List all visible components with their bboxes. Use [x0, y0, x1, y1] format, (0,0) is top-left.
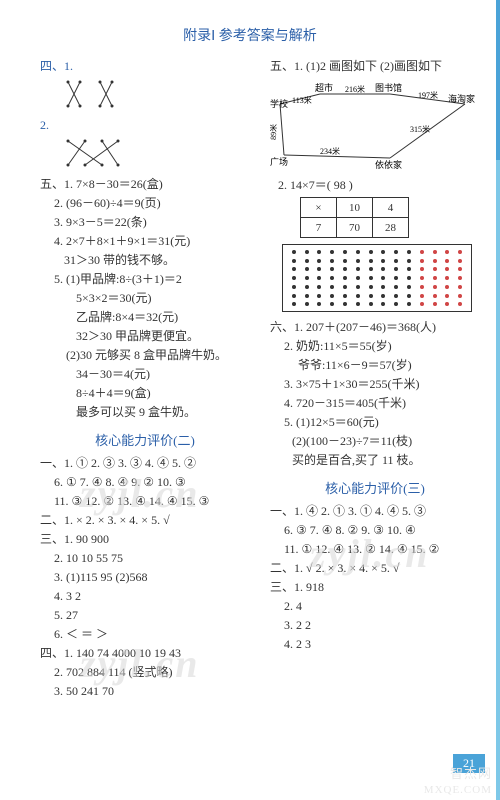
svg-text:113米: 113米 [292, 95, 312, 105]
svg-text:学校: 学校 [270, 98, 288, 109]
x-sketch-2 [60, 135, 130, 171]
mt-7: 7 [301, 218, 337, 238]
e3-3-1: 三、1. 918 [270, 578, 480, 597]
s4-2: 2. [40, 116, 250, 135]
e2-3-1: 三、1. 90 900 [40, 530, 250, 549]
e2-4-1: 四、1. 140 74 4000 10 19 43 [40, 644, 250, 663]
s6-5a: 5. (1)12×5＝60(元) [270, 413, 480, 432]
e2-1-3: 11. ③ 12. ② 13. ④ 14. ④ 15. ③ [40, 492, 250, 511]
e2-3-4: 4. 3 2 [40, 587, 250, 606]
content-columns: 四、1. 2. 五、1. 7×8－30＝26(盒) 2. (96－60)÷4＝9… [0, 57, 500, 701]
svg-text:234米: 234米 [320, 146, 340, 156]
svg-text:依依家: 依依家 [375, 159, 402, 170]
svg-text:315米: 315米 [410, 124, 430, 134]
s4-2-label: 2. [40, 118, 49, 132]
page-header: 附录Ⅰ 参考答案与解析 [0, 0, 500, 57]
e2-3-5: 5. 27 [40, 606, 250, 625]
e2-4-3: 3. 50 241 70 [40, 682, 250, 701]
x-sketch-1 [60, 76, 130, 112]
mult-table: ×104 77028 [300, 197, 409, 238]
e2-3-6: 6. ＜ ＝ ＞ [40, 625, 250, 644]
svg-text:广场: 广场 [270, 156, 288, 167]
s6-5c: 买的是百合,买了 11 枝。 [270, 451, 480, 470]
right-column: 五、1. (1)2 画图如下 (2)画图如下 学校 超市 图书馆 海淘家 广场 … [260, 57, 480, 701]
s5-4: 4. 2×7＋8×1＋9×1＝31(元) [40, 232, 250, 251]
e3-3-2: 2. 4 [270, 597, 480, 616]
svg-text:216米: 216米 [345, 84, 365, 94]
mt-28: 28 [373, 218, 409, 238]
s6-1: 六、1. 207＋(207－46)＝368(人) [270, 318, 480, 337]
eval3-title: 核心能力评价(三) [270, 470, 480, 502]
e3-1-2: 6. ③ 7. ④ 8. ② 9. ③ 10. ④ [270, 521, 480, 540]
svg-text:197米: 197米 [418, 90, 438, 100]
s6-5b: (2)(100－23)÷7＝11(枝) [270, 432, 480, 451]
s5-5a: 5. (1)甲品牌:8÷(3＋1)＝2 [40, 270, 250, 289]
e3-1-1: 一、1. ④ 2. ① 3. ① 4. ④ 5. ③ [270, 502, 480, 521]
s6-3: 3. 3×75＋1×30＝255(千米) [270, 375, 480, 394]
s6-2: 2. 奶奶:11×5＝55(岁) [270, 337, 480, 356]
s5-5d: 32＞30 甲品牌更便宜。 [40, 327, 250, 346]
svg-text:图书馆: 图书馆 [375, 82, 402, 93]
s5-5h: 最多可以买 9 盒牛奶。 [40, 403, 250, 422]
s4-label: 四、1. [40, 59, 73, 73]
s5-5f: 34－30＝4(元) [40, 365, 250, 384]
s5-2: 2. (96－60)÷4＝9(页) [40, 194, 250, 213]
s5-3: 3. 9×3－5＝22(条) [40, 213, 250, 232]
corner-brand-1: 智杰网 [450, 763, 492, 782]
e2-2: 二、1. × 2. × 3. × 4. × 5. √ [40, 511, 250, 530]
mt-10: 10 [337, 198, 373, 218]
s5-5g: 8÷4＋4＝9(盒) [40, 384, 250, 403]
e3-3-3: 3. 2 2 [270, 616, 480, 635]
s6-4: 4. 720－315＝405(千米) [270, 394, 480, 413]
r-s5-1: 五、1. (1)2 画图如下 (2)画图如下 [270, 57, 480, 76]
e2-3-2: 2. 10 10 55 75 [40, 549, 250, 568]
eval2-title: 核心能力评价(二) [40, 422, 250, 454]
s4-1: 四、1. [40, 57, 250, 76]
s5-5c: 乙品牌:8×4＝32(元) [40, 308, 250, 327]
svg-text:超市: 超市 [315, 82, 333, 93]
e3-1-3: 11. ① 12. ④ 13. ② 14. ④ 15. ② [270, 540, 480, 559]
e2-3-3: 3. (1)115 95 (2)568 [40, 568, 250, 587]
dot-grid [282, 244, 472, 312]
mt-4: 4 [373, 198, 409, 218]
left-column: 四、1. 2. 五、1. 7×8－30＝26(盒) 2. (96－60)÷4＝9… [40, 57, 260, 701]
s5-5b: 5×3×2＝30(元) [40, 289, 250, 308]
mt-70: 70 [337, 218, 373, 238]
s5-4b: 31＞30 带的钱不够。 [40, 251, 250, 270]
e2-1-2: 6. ① 7. ④ 8. ④ 9. ② 10. ③ [40, 473, 250, 492]
e2-4-2: 2. 702 884 114 (竖式略) [40, 663, 250, 682]
e2-1-1: 一、1. ① 2. ③ 3. ③ 4. ④ 5. ② [40, 454, 250, 473]
e3-2: 二、1. √ 2. × 3. × 4. × 5. √ [270, 559, 480, 578]
s6-2b: 爷爷:11×6－9＝57(岁) [270, 356, 480, 375]
mt-c: × [301, 198, 337, 218]
svg-text:89米: 89米 [270, 124, 278, 140]
r-s5-2a: 2. 14×7＝( 98 ) [270, 176, 480, 195]
geo-sketch: 学校 超市 图书馆 海淘家 广场 依依家 113米 216米 197米 89米 … [270, 80, 480, 172]
e3-3-4: 4. 2 3 [270, 635, 480, 654]
s5-1: 五、1. 7×8－30＝26(盒) [40, 175, 250, 194]
s5-5e: (2)30 元够买 8 盒甲品牌牛奶。 [40, 346, 250, 365]
right-stripe [496, 0, 500, 800]
svg-text:海淘家: 海淘家 [448, 93, 475, 104]
corner-brand-2: MXQE.COM [424, 784, 492, 796]
